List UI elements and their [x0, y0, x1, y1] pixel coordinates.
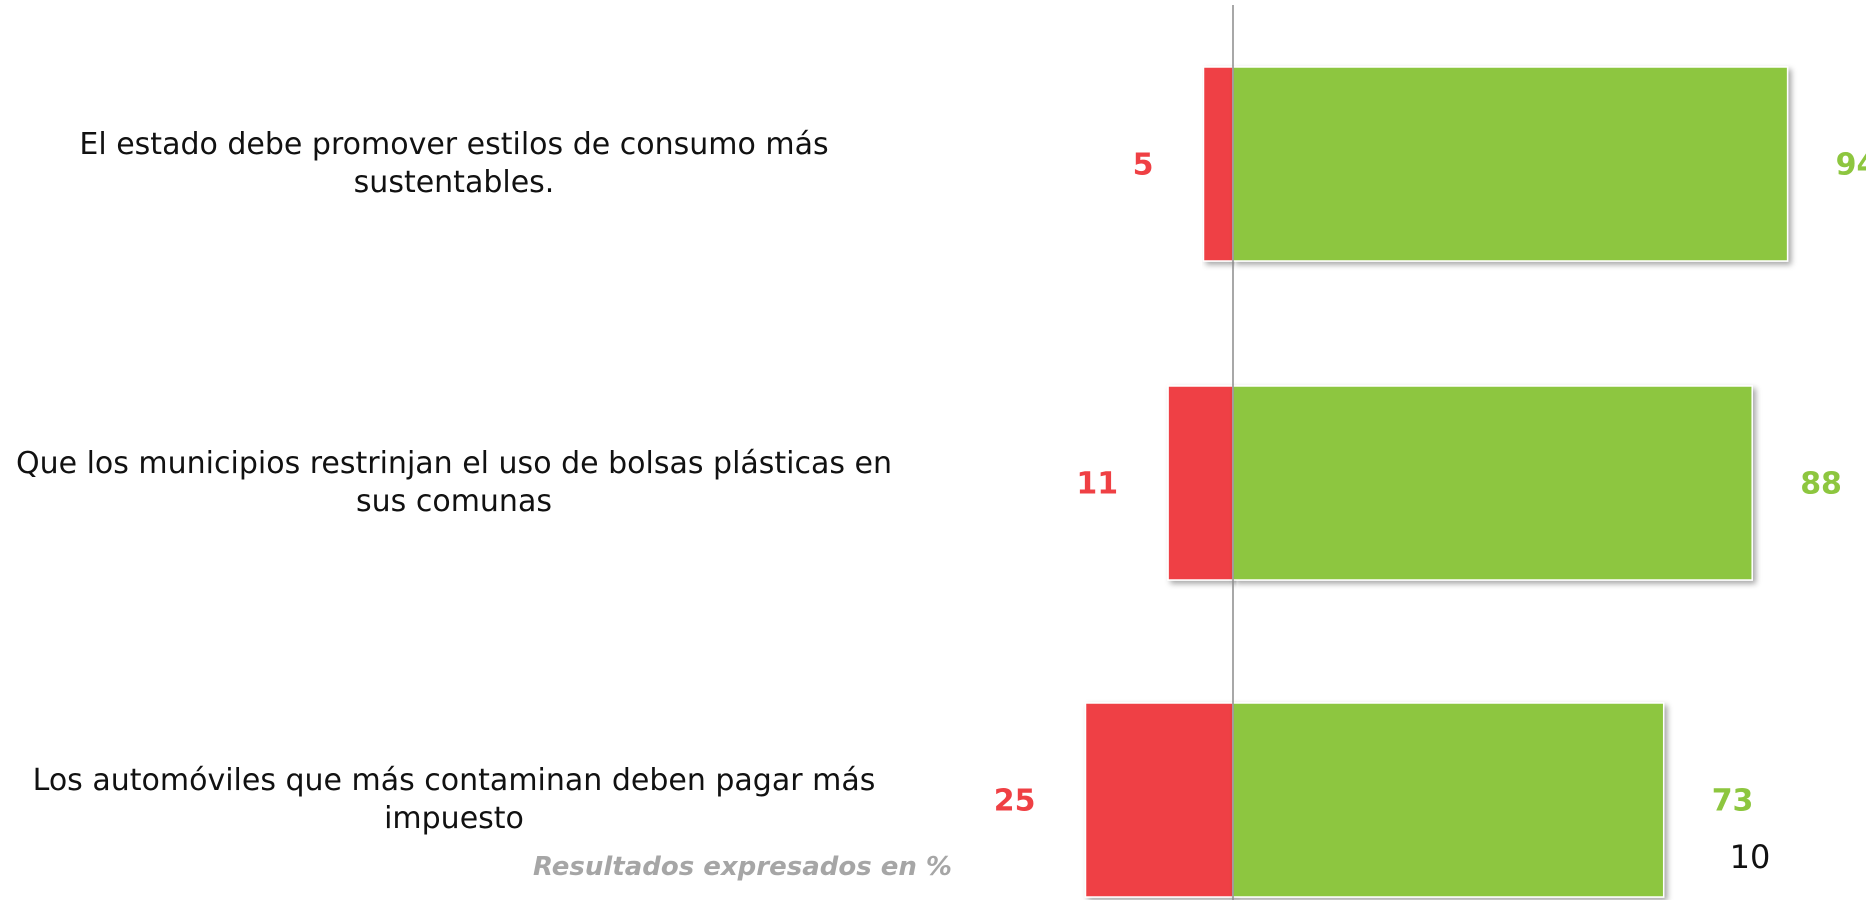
category-label: Que los municipios restrinjan el uso de …	[15, 446, 893, 519]
value-label: 5	[1133, 148, 1154, 183]
bar	[1232, 66, 1789, 262]
footnote: Resultados expresados en %	[533, 852, 952, 882]
value-label: 88	[1800, 467, 1842, 502]
value-label: 94	[1836, 148, 1866, 183]
value-label: 25	[994, 784, 1036, 819]
bar	[1202, 66, 1234, 262]
bar	[1084, 702, 1234, 898]
category-label: El estado debe promover estilos de consu…	[79, 127, 829, 200]
bar	[1232, 702, 1665, 898]
category-label: Los automóviles que más contaminan deben…	[32, 763, 876, 836]
value-label: 11	[1076, 467, 1118, 502]
value-label: 73	[1712, 784, 1754, 819]
bar	[1167, 385, 1234, 581]
bar	[1232, 385, 1753, 581]
page-number: 10	[1730, 838, 1771, 876]
